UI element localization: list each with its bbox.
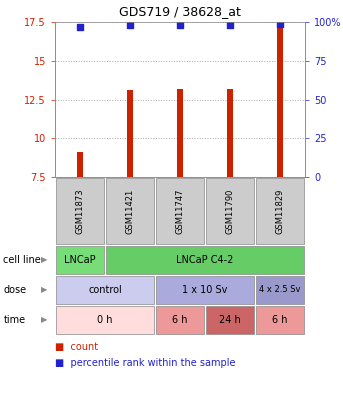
Bar <box>177 89 183 177</box>
Text: ■  percentile rank within the sample: ■ percentile rank within the sample <box>55 358 236 368</box>
Text: GSM11747: GSM11747 <box>176 188 185 234</box>
Bar <box>206 178 254 244</box>
Bar <box>77 152 83 177</box>
Bar <box>127 90 133 177</box>
Text: 4 x 2.5 Sv: 4 x 2.5 Sv <box>259 286 301 294</box>
Bar <box>56 306 154 334</box>
Bar <box>156 178 204 244</box>
Text: ▶: ▶ <box>42 315 48 324</box>
Bar <box>256 178 304 244</box>
Point <box>227 22 233 28</box>
Point <box>177 22 183 28</box>
Text: cell line: cell line <box>3 255 41 265</box>
Text: ▶: ▶ <box>42 286 48 294</box>
Text: dose: dose <box>3 285 26 295</box>
Bar <box>156 306 204 334</box>
Bar <box>256 306 304 334</box>
Bar <box>106 178 154 244</box>
Bar <box>56 246 104 274</box>
Bar <box>156 276 254 304</box>
Text: time: time <box>3 315 26 325</box>
Text: ■  count: ■ count <box>55 342 98 352</box>
Text: GSM11421: GSM11421 <box>126 188 134 234</box>
Bar <box>256 276 304 304</box>
Text: 6 h: 6 h <box>172 315 188 325</box>
Text: GSM11829: GSM11829 <box>275 188 284 234</box>
Point <box>77 23 83 30</box>
Bar <box>227 89 233 177</box>
Text: LNCaP C4-2: LNCaP C4-2 <box>176 255 234 265</box>
Point <box>127 22 133 28</box>
Text: ▶: ▶ <box>42 256 48 264</box>
Text: LNCaP: LNCaP <box>64 255 96 265</box>
Bar <box>277 27 283 177</box>
Bar <box>56 276 154 304</box>
Text: control: control <box>88 285 122 295</box>
Bar <box>106 246 304 274</box>
Title: GDS719 / 38628_at: GDS719 / 38628_at <box>119 5 241 18</box>
Text: GSM11873: GSM11873 <box>75 188 84 234</box>
Text: 6 h: 6 h <box>272 315 288 325</box>
Text: 0 h: 0 h <box>97 315 113 325</box>
Text: GSM11790: GSM11790 <box>225 188 235 234</box>
Bar <box>56 178 104 244</box>
Point <box>277 20 283 27</box>
Text: 1 x 10 Sv: 1 x 10 Sv <box>182 285 228 295</box>
Text: 24 h: 24 h <box>219 315 241 325</box>
Bar <box>206 306 254 334</box>
